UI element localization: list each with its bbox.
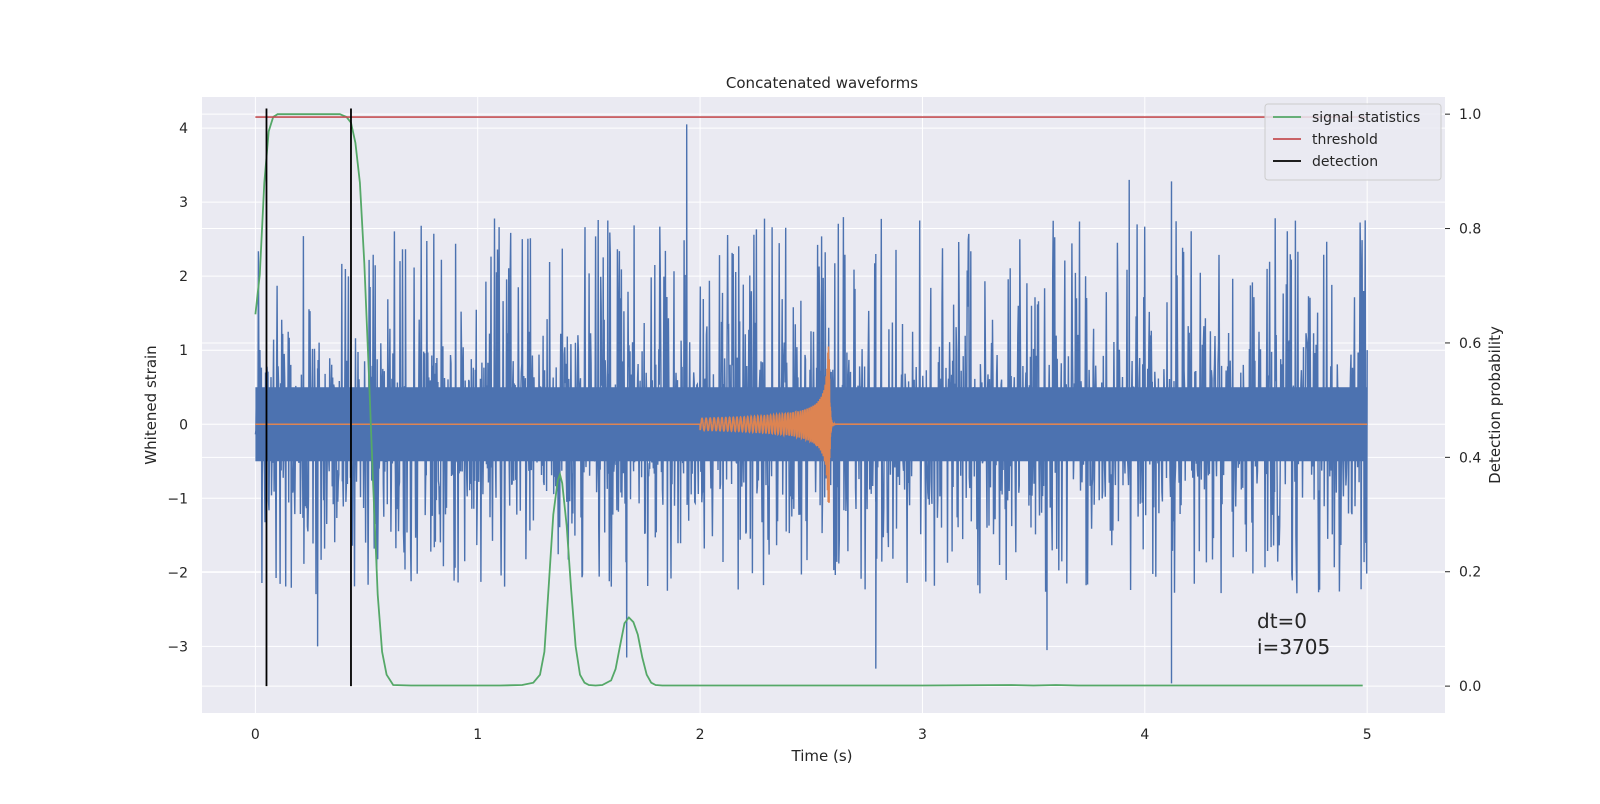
y-tick-label: −2 <box>167 565 188 581</box>
x-tick-label: 3 <box>918 727 927 743</box>
legend-label: signal statistics <box>1312 110 1420 126</box>
annotation-dt: dt=0 <box>1257 609 1308 633</box>
x-tick-label: 2 <box>696 727 705 743</box>
y-tick-label: 2 <box>179 269 188 285</box>
legend-box <box>1264 103 1442 181</box>
y2-tick-label: 0.4 <box>1459 450 1481 466</box>
y2-axis-label: Detection probability <box>1486 326 1504 484</box>
annotation-i: i=3705 <box>1257 635 1331 659</box>
y2-tick-label: 0.6 <box>1459 336 1481 352</box>
axes-ticks: 0 1 2 3 4 5 −3 −2 −1 0 1 2 3 4 0.0 0.2 0.4 0.6 0.8 1.0 <box>167 107 1481 743</box>
y2-tick-label: 0.0 <box>1459 679 1481 695</box>
y-tick-label: 3 <box>179 195 188 211</box>
y-tick-label: −1 <box>167 491 188 507</box>
waveform-line <box>255 346 1368 503</box>
legend-label: detection <box>1312 154 1378 170</box>
x-tick-label: 0 <box>251 727 260 743</box>
y-tick-label: 1 <box>179 343 188 359</box>
annotation: dt=0 i=3705 <box>1257 608 1330 660</box>
chart-title: Concatenated waveforms <box>726 74 918 92</box>
x-tick-label: 1 <box>473 727 482 743</box>
y-tick-label: 4 <box>179 121 188 137</box>
legend: signal statistics threshold detection <box>1264 103 1442 181</box>
y-tick-label: 0 <box>179 417 188 433</box>
y2-tick-label: 0.2 <box>1459 565 1481 581</box>
x-axis-label: Time (s) <box>791 747 853 765</box>
legend-label: threshold <box>1312 132 1378 148</box>
probability-series <box>254 108 1368 687</box>
y-tick-label: −3 <box>167 639 188 655</box>
y2-tick-label: 0.8 <box>1459 222 1481 238</box>
y2-tick-label: 1.0 <box>1459 107 1481 123</box>
x-tick-label: 5 <box>1363 727 1372 743</box>
signal-statistics-line <box>254 113 1363 687</box>
y-axis-label: Whitened strain <box>142 345 160 464</box>
waveform-series <box>255 346 1368 503</box>
x-tick-label: 4 <box>1140 727 1149 743</box>
